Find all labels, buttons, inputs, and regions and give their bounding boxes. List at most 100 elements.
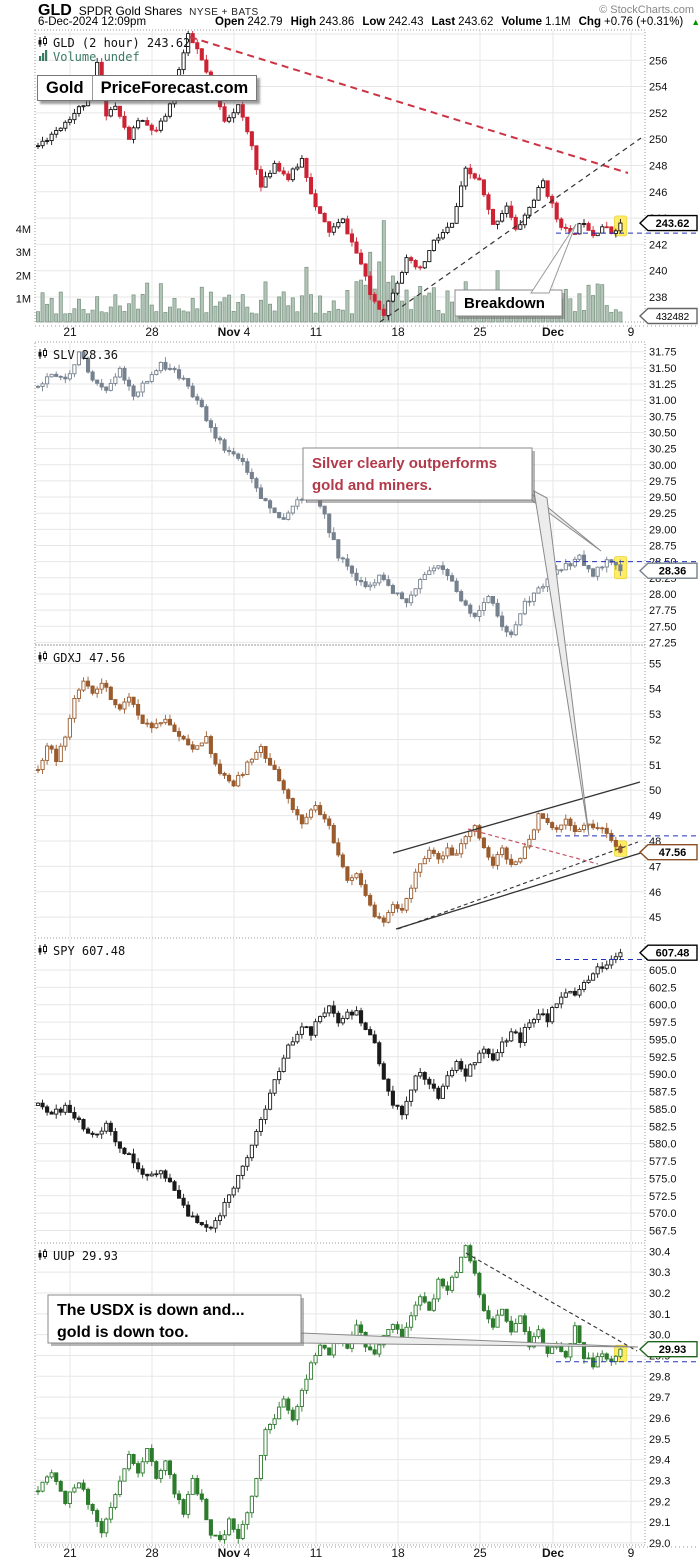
candlestick-icon	[38, 1249, 47, 1260]
callout-text: Silver clearly outperforms	[312, 455, 497, 472]
svg-text:18: 18	[391, 325, 405, 339]
logo-goldpriceforecast[interactable]: Gold PriceForecast.com	[37, 75, 258, 101]
trendline	[395, 851, 645, 930]
quote-label: Volume	[501, 16, 543, 28]
legend-gdxj: GDXJ 47.56	[38, 651, 125, 665]
quote-value: 242.43	[388, 16, 424, 28]
exchange: NYSE + BATS	[189, 7, 259, 18]
quote-value: 243.86	[319, 16, 355, 28]
svg-text:29.6: 29.6	[649, 1413, 670, 1425]
svg-text:595.0: 595.0	[649, 1034, 677, 1046]
legend-volume-label: Volume undef	[53, 50, 140, 64]
svg-text:29.4: 29.4	[649, 1455, 670, 1467]
svg-text:31.50: 31.50	[649, 363, 677, 375]
panel-border	[34, 937, 646, 1244]
svg-text:30.75: 30.75	[649, 411, 677, 423]
svg-text:Dec: Dec	[542, 1546, 564, 1560]
last-price-label: 47.56	[638, 843, 698, 861]
svg-text:250: 250	[649, 134, 667, 146]
callout-text: gold and miners.	[312, 477, 432, 494]
svg-text:3M: 3M	[16, 247, 31, 259]
svg-text:256: 256	[649, 55, 667, 67]
copyright: © StockCharts.com	[599, 4, 694, 16]
svg-text:582.5: 582.5	[649, 1121, 677, 1133]
svg-text:30.50: 30.50	[649, 427, 677, 439]
svg-text:46: 46	[649, 887, 661, 899]
svg-text:30.2: 30.2	[649, 1288, 670, 1300]
svg-text:29.7: 29.7	[649, 1392, 670, 1404]
trendline	[189, 36, 629, 174]
change-up-icon: ▲	[691, 17, 700, 27]
panel-gld: 2382402422442462482502522542564M3M2M1M24…	[16, 29, 698, 325]
svg-text:600.0: 600.0	[649, 1000, 677, 1012]
svg-text:432482: 432482	[656, 312, 690, 323]
legend-label: SPY 607.48	[53, 944, 125, 958]
svg-text:50: 50	[649, 785, 661, 797]
quote-label: High	[290, 16, 317, 28]
panel-uup: 29.0 29.1 29.2 29.3 29.4 29.5 29.6 29.7 29.8 29.9…	[34, 1242, 698, 1550]
annotation-usdx-down: The USDX is down and... gold is down too.	[47, 1294, 304, 1346]
date-axis: 21 28 Nov 4 11 18 25 Dec 9	[35, 1546, 698, 1560]
svg-text:27.50: 27.50	[649, 621, 677, 633]
trendline	[465, 1252, 638, 1352]
candlestick-icon	[38, 348, 47, 359]
svg-text:27.25: 27.25	[649, 637, 677, 649]
svg-text:29.5: 29.5	[649, 1434, 670, 1446]
quote-line: Open 242.79 High 243.86 Low 242.43 Last 243.62 V…	[215, 16, 700, 28]
svg-text:590.0: 590.0	[649, 1069, 677, 1081]
svg-text:Nov 4: Nov 4	[218, 1546, 251, 1560]
legend-label: GLD (2 hour) 243.62	[53, 36, 190, 50]
callout-pointer	[530, 223, 577, 294]
datetime: 6-Dec-2024 12:09pm	[38, 16, 147, 28]
svg-text:28: 28	[145, 1546, 159, 1560]
quote-label: Last	[431, 16, 456, 28]
svg-text:30.1: 30.1	[649, 1309, 670, 1321]
svg-text:30.00: 30.00	[649, 460, 677, 472]
legend-spy: SPY 607.48	[38, 944, 125, 958]
svg-text:242: 242	[649, 239, 667, 251]
legend-slv: SLV 28.36	[38, 348, 118, 362]
candlestick-icon	[38, 944, 47, 955]
svg-text:25: 25	[473, 325, 487, 339]
svg-text:21: 21	[63, 325, 77, 339]
last-price-label: 607.48	[638, 944, 698, 961]
svg-text:54: 54	[649, 684, 661, 696]
svg-text:592.5: 592.5	[649, 1052, 677, 1064]
quote-value: 1.1M	[545, 16, 571, 28]
svg-text:30.3: 30.3	[649, 1267, 670, 1279]
svg-text:29.50: 29.50	[649, 492, 677, 504]
quote-row: 6-Dec-2024 12:09pm Open 242.79 High 243.86 Lo…	[38, 16, 700, 28]
candlestick-icon	[38, 36, 47, 47]
quote-value: 243.62	[458, 16, 494, 28]
svg-text:Dec: Dec	[542, 325, 564, 339]
last-price-label: 28.36	[638, 562, 698, 579]
svg-text:28.36: 28.36	[659, 566, 687, 578]
grid	[35, 646, 645, 937]
candles-gdxj	[35, 676, 628, 927]
svg-text:11: 11	[310, 1546, 323, 1560]
svg-text:28.00: 28.00	[649, 589, 677, 601]
chart-header: GLD SPDR Gold Shares NYSE + BATS	[38, 2, 259, 20]
svg-text:4M: 4M	[16, 224, 31, 236]
svg-text:31.00: 31.00	[649, 395, 677, 407]
pointer-arrow	[533, 490, 590, 837]
svg-text:602.5: 602.5	[649, 982, 677, 994]
svg-text:11: 11	[310, 325, 323, 339]
svg-text:29.0: 29.0	[649, 1538, 670, 1550]
svg-text:49: 49	[649, 811, 661, 823]
svg-text:607.48: 607.48	[656, 948, 690, 960]
svg-text:31.75: 31.75	[649, 347, 677, 359]
svg-text:29.93: 29.93	[659, 1344, 687, 1356]
grid	[35, 1244, 645, 1544]
panel-border	[34, 644, 646, 939]
svg-text:2M: 2M	[16, 270, 31, 282]
svg-text:30.4: 30.4	[649, 1246, 670, 1258]
trendline	[392, 781, 641, 854]
grid	[35, 939, 645, 1242]
quote-label: Open	[215, 16, 245, 28]
symbol-name: SPDR Gold Shares	[78, 4, 183, 18]
last-price-label: 432482	[638, 307, 698, 325]
svg-text:238: 238	[649, 292, 667, 304]
svg-text:29.25: 29.25	[649, 508, 677, 520]
candles-spy	[35, 948, 623, 1233]
